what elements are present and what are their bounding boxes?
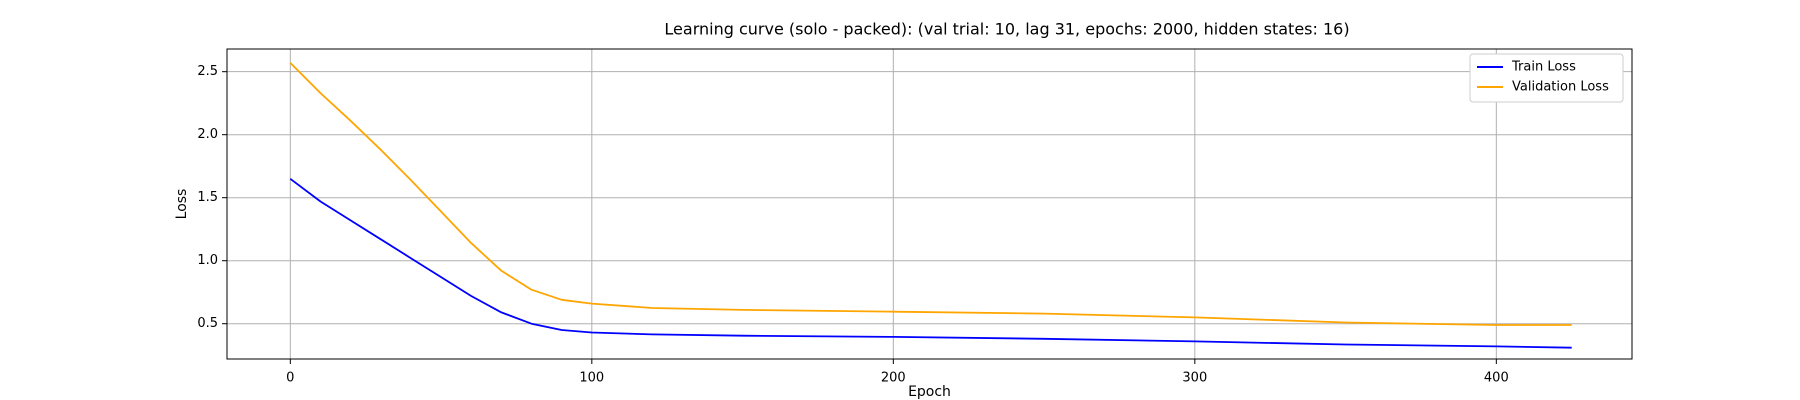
x-tick-label: 100 bbox=[579, 371, 604, 386]
y-tick-label: 1.5 bbox=[197, 190, 218, 205]
x-tick-label: 200 bbox=[881, 371, 906, 386]
plot-series bbox=[289, 62, 1572, 349]
train-loss-line bbox=[289, 178, 1572, 349]
legend-box bbox=[1469, 53, 1624, 103]
x-axis-label: Epoch bbox=[908, 384, 951, 400]
validation-loss-line bbox=[289, 62, 1572, 326]
x-axis-ticks: 0 100 200 300 400 bbox=[286, 359, 1509, 386]
legend-validation-loss-label: Validation Loss bbox=[1512, 80, 1609, 95]
legend: Train Loss Validation Loss bbox=[1469, 53, 1624, 103]
grid-lines bbox=[227, 49, 1632, 359]
x-tick-label: 0 bbox=[286, 371, 294, 386]
chart-title: Learning curve (solo - packed): (val tri… bbox=[664, 20, 1349, 39]
x-tick-label: 400 bbox=[1484, 371, 1509, 386]
x-tick-label: 300 bbox=[1182, 371, 1207, 386]
y-tick-label: 0.5 bbox=[197, 316, 218, 331]
y-tick-label: 2.0 bbox=[197, 127, 218, 142]
y-tick-label: 1.0 bbox=[197, 253, 218, 268]
y-tick-label: 2.5 bbox=[197, 64, 218, 79]
y-axis-ticks: 0.5 1.0 1.5 2.0 2.5 bbox=[197, 64, 227, 331]
y-axis-label: Loss bbox=[174, 189, 190, 220]
legend-train-loss-label: Train Loss bbox=[1511, 60, 1576, 75]
plot-frame bbox=[226, 48, 1633, 360]
